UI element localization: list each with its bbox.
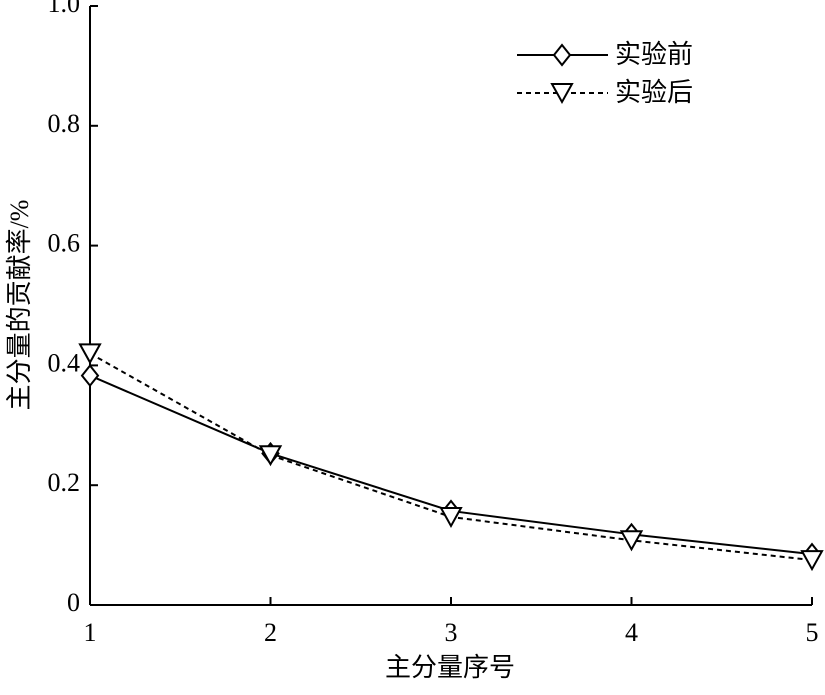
marker xyxy=(78,343,102,365)
legend-marker xyxy=(550,83,574,105)
legend-label: 实验前 xyxy=(615,40,693,69)
series-line xyxy=(89,352,813,562)
marker xyxy=(439,506,463,529)
marker xyxy=(80,363,100,388)
y-tick-label: 0 xyxy=(67,588,80,617)
x-axis-label: 主分量序号 xyxy=(385,653,515,682)
legend-marker xyxy=(552,43,572,67)
x-tick-label: 3 xyxy=(445,618,458,647)
marker xyxy=(258,445,283,467)
x-tick-label: 5 xyxy=(806,618,819,647)
y-tick-label: 1.0 xyxy=(48,0,81,18)
y-tick-label: 0.8 xyxy=(48,109,81,138)
y-axis-label: 主分量的贡献率/% xyxy=(5,200,34,411)
marker xyxy=(619,530,644,552)
marker xyxy=(800,550,824,572)
x-tick-label: 2 xyxy=(264,618,277,647)
legend-label: 实验后 xyxy=(615,78,693,107)
x-tick-label: 4 xyxy=(625,618,638,647)
x-tick-label: 1 xyxy=(84,618,97,647)
y-tick-label: 0.4 xyxy=(48,348,81,377)
y-tick-label: 0.6 xyxy=(48,229,81,258)
y-tick-label: 0.2 xyxy=(48,468,81,497)
